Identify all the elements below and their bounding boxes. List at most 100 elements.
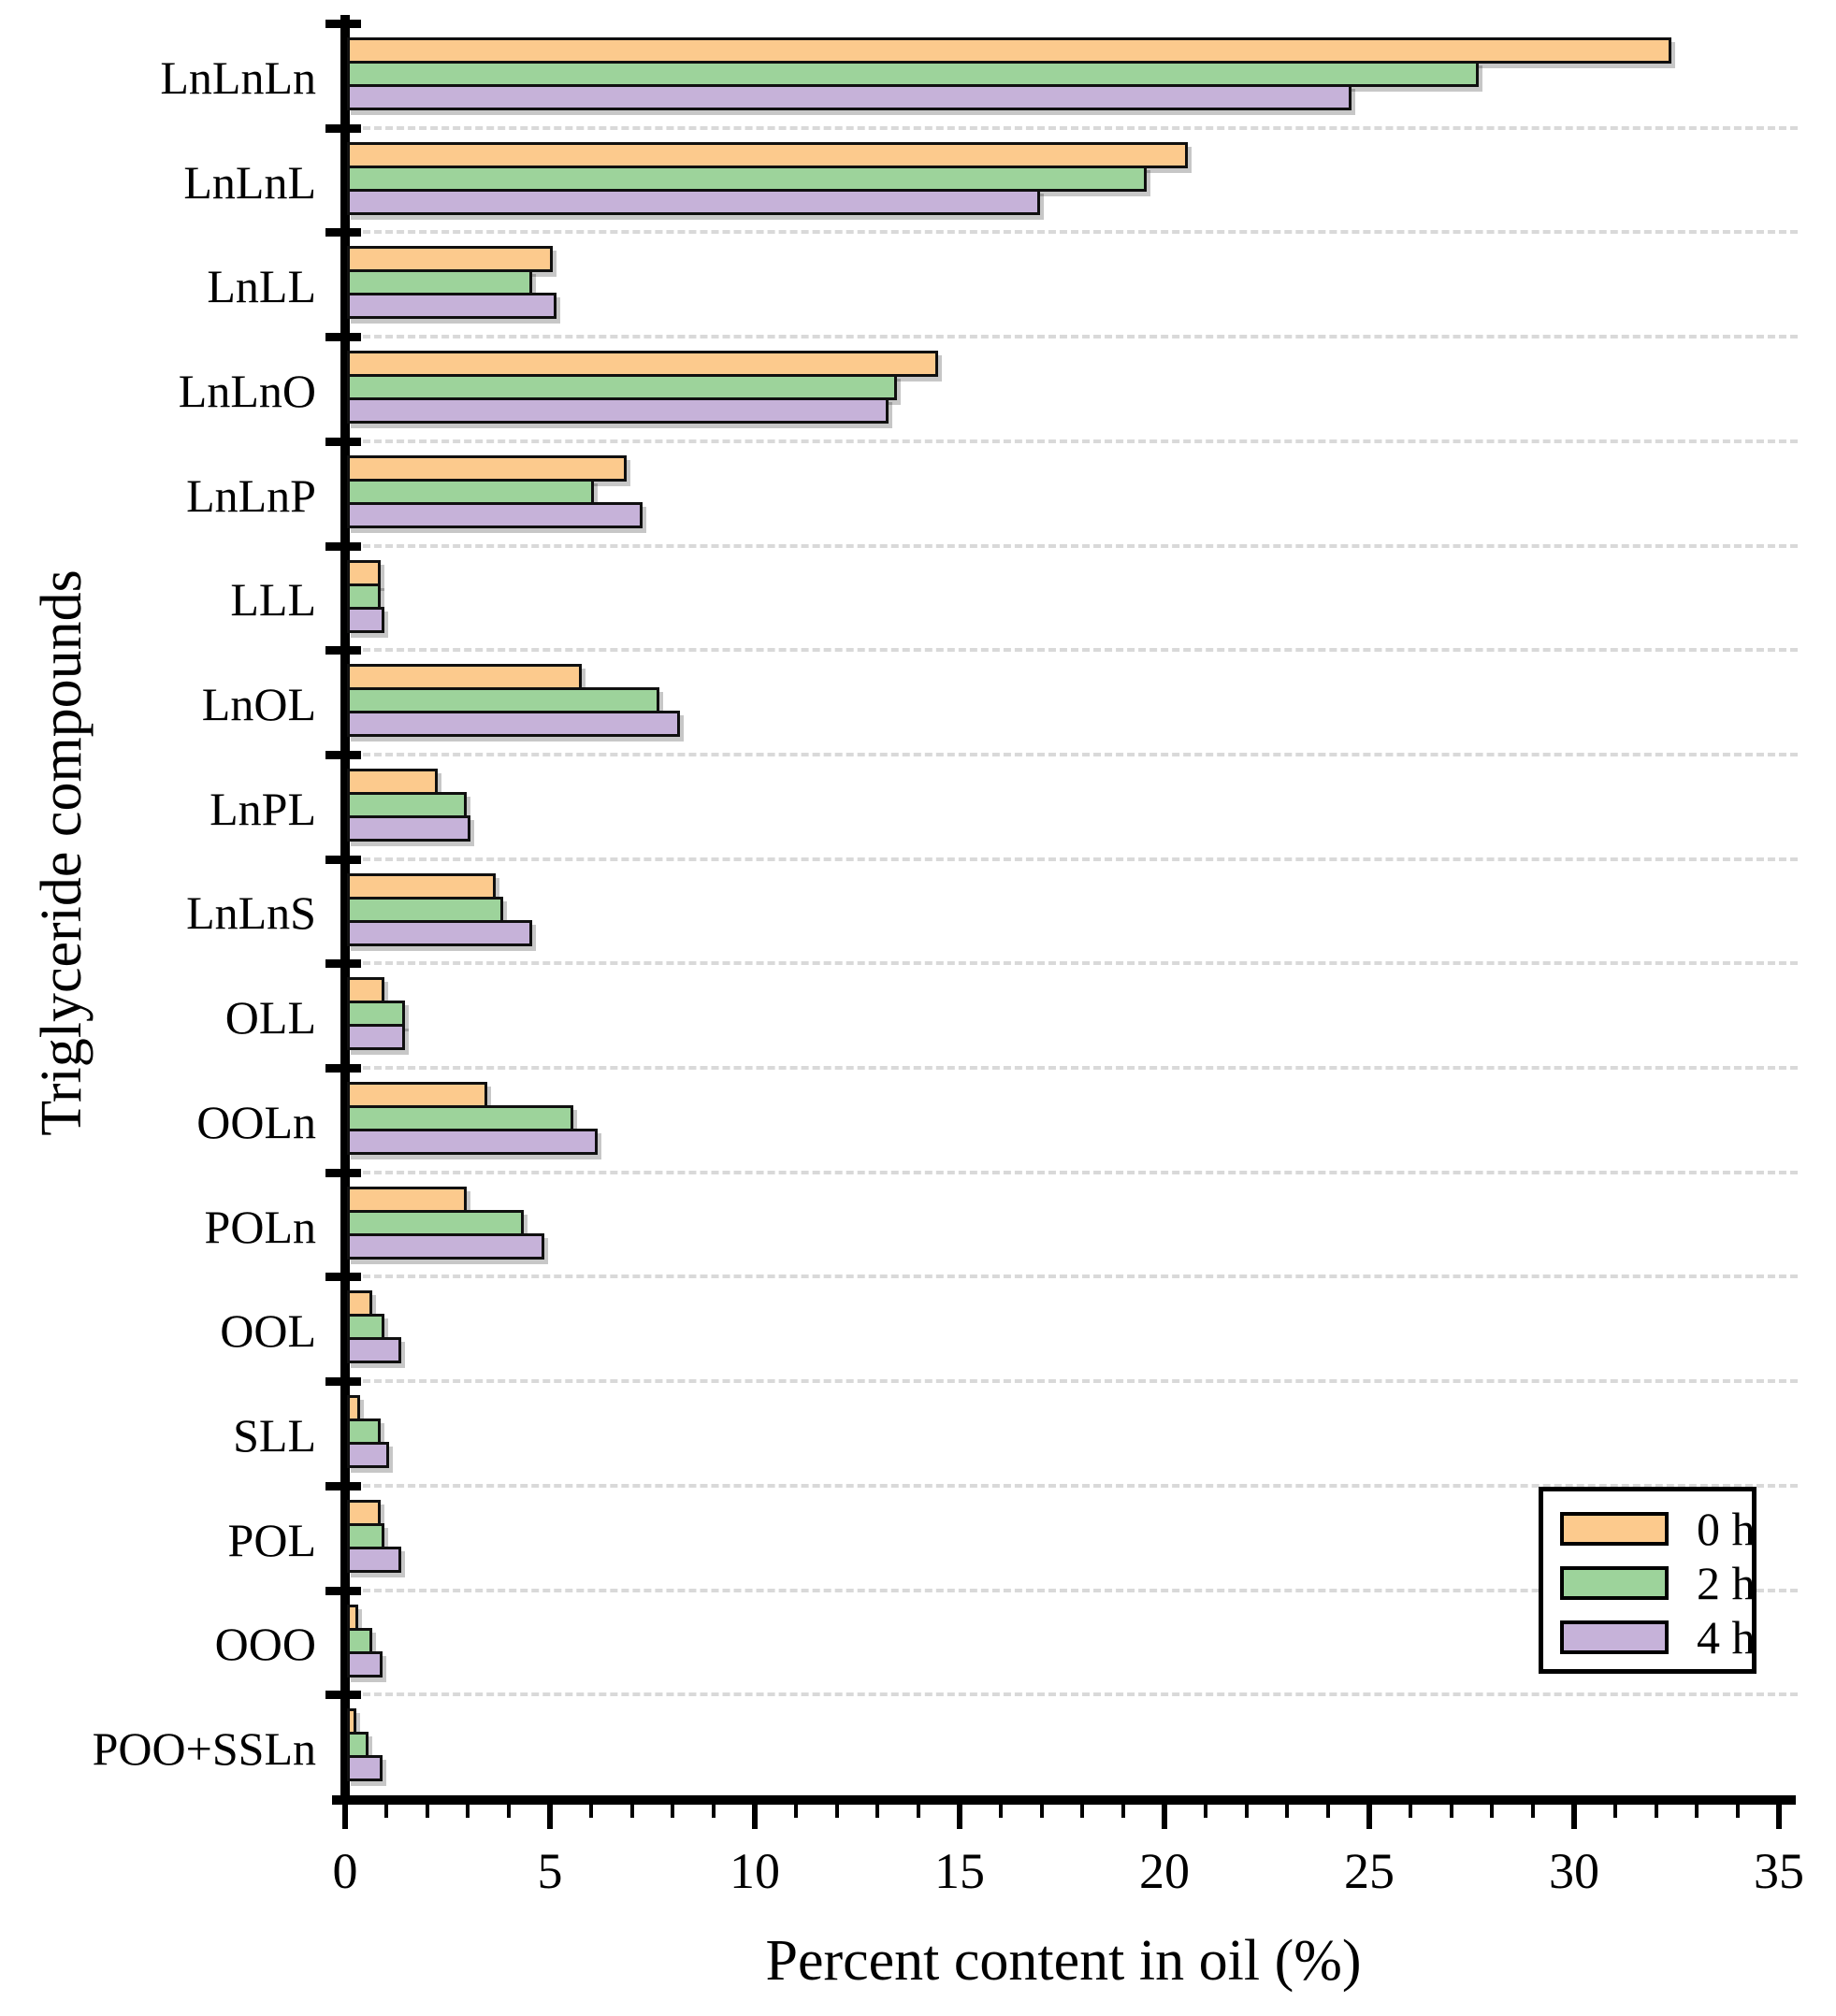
x-axis-major-tick	[1366, 1805, 1372, 1829]
bar-2h	[347, 1209, 525, 1236]
bar-4h	[347, 1024, 406, 1051]
gridline	[352, 1692, 1798, 1697]
category-label: LnLnS	[186, 886, 316, 940]
category-label: OLL	[224, 991, 316, 1044]
x-axis-minor-tick	[1612, 1805, 1617, 1818]
x-axis-major-tick	[547, 1805, 553, 1829]
x-axis-minor-tick	[793, 1805, 798, 1818]
x-axis-minor-tick	[1654, 1805, 1658, 1818]
bar-2h	[347, 687, 659, 714]
bar-0h	[347, 37, 1671, 64]
x-axis-minor-tick	[629, 1805, 634, 1818]
bar-2h	[347, 1105, 573, 1131]
x-tick-label: 10	[730, 1843, 780, 1899]
x-axis-minor-tick	[425, 1805, 429, 1818]
y-axis-tick	[325, 1691, 361, 1700]
x-axis-minor-tick	[1490, 1805, 1495, 1818]
x-axis-minor-tick	[507, 1805, 512, 1818]
bar-4h	[347, 1129, 599, 1155]
bar-2h	[347, 583, 382, 610]
category-label: LLL	[230, 573, 316, 626]
gridline	[352, 1274, 1798, 1279]
x-axis-minor-tick	[1531, 1805, 1536, 1818]
gridline	[352, 752, 1798, 756]
legend-label: 2 h	[1697, 1557, 1756, 1609]
category-label: LnPL	[210, 782, 316, 835]
category-label: POL	[227, 1513, 316, 1566]
category-label: LnLnL	[183, 155, 316, 209]
y-axis-title: Triglyceride compounds	[30, 569, 94, 1136]
bar-4h	[347, 606, 385, 633]
bar-4h	[347, 1232, 545, 1260]
y-axis-tick	[325, 541, 361, 551]
x-axis-minor-tick	[588, 1805, 593, 1818]
x-tick-label: 0	[332, 1843, 358, 1899]
y-axis-tick	[325, 750, 361, 759]
bar-4h	[347, 397, 889, 425]
x-axis-minor-tick	[1121, 1805, 1126, 1818]
bar-0h	[347, 768, 439, 795]
y-axis-tick	[325, 1377, 361, 1387]
bar-2h	[347, 1522, 385, 1549]
x-axis-minor-tick	[1285, 1805, 1290, 1818]
legend-row: 2 h	[1543, 1556, 1756, 1610]
y-axis-tick	[325, 228, 361, 238]
gridline	[352, 1066, 1798, 1070]
x-tick-label: 15	[934, 1843, 985, 1899]
x-axis-major-tick	[342, 1805, 348, 1829]
category-label: LnLnO	[178, 364, 316, 417]
x-axis-minor-tick	[1244, 1805, 1249, 1818]
legend-row: 0 h	[1543, 1502, 1756, 1556]
bar-4h	[347, 1442, 389, 1469]
category-label: OOO	[214, 1618, 316, 1671]
x-tick-label: 20	[1139, 1843, 1190, 1899]
gridline	[352, 439, 1798, 443]
bar-0h	[347, 454, 627, 482]
bar-0h	[347, 872, 496, 900]
category-label: LnOL	[201, 678, 316, 731]
y-axis-tick	[325, 1168, 361, 1177]
bar-4h	[347, 501, 643, 528]
bar-2h	[347, 896, 504, 923]
x-axis-line	[332, 1795, 1796, 1805]
bar-0h	[347, 246, 553, 273]
bar-0h	[347, 664, 582, 691]
x-tick-label: 25	[1344, 1843, 1395, 1899]
x-axis-major-tick	[1776, 1805, 1782, 1829]
gridline	[352, 1483, 1798, 1488]
bar-4h	[347, 84, 1352, 110]
bar-2h	[347, 269, 533, 296]
y-axis-tick	[325, 1064, 361, 1073]
x-axis-minor-tick	[712, 1805, 716, 1818]
bar-0h	[347, 141, 1188, 168]
gridline	[352, 230, 1798, 235]
bar-0h	[347, 977, 385, 1004]
x-axis-major-tick	[1571, 1805, 1577, 1829]
x-axis-minor-tick	[1203, 1805, 1207, 1818]
x-axis-minor-tick	[998, 1805, 1003, 1818]
y-axis-line	[340, 15, 350, 1805]
x-axis-minor-tick	[875, 1805, 880, 1818]
gridline	[352, 1379, 1798, 1384]
legend-swatch	[1560, 1512, 1669, 1546]
y-axis-tick	[325, 333, 361, 342]
gridline	[352, 857, 1798, 861]
bar-4h	[347, 1546, 401, 1573]
bar-4h	[347, 711, 680, 738]
bar-4h	[347, 919, 533, 946]
bar-2h	[347, 1314, 385, 1341]
bar-4h	[347, 814, 471, 842]
y-axis-tick	[325, 646, 361, 655]
x-axis-major-tick	[1162, 1805, 1167, 1829]
y-axis-tick	[325, 123, 361, 133]
bar-2h	[347, 61, 1479, 87]
bar-0h	[347, 1186, 468, 1213]
x-axis-minor-tick	[1326, 1805, 1331, 1818]
bar-2h	[347, 1001, 406, 1028]
bar-2h	[347, 478, 594, 505]
legend-label: 4 h	[1697, 1611, 1756, 1663]
x-axis-major-tick	[752, 1805, 758, 1829]
bar-0h	[347, 1082, 487, 1108]
